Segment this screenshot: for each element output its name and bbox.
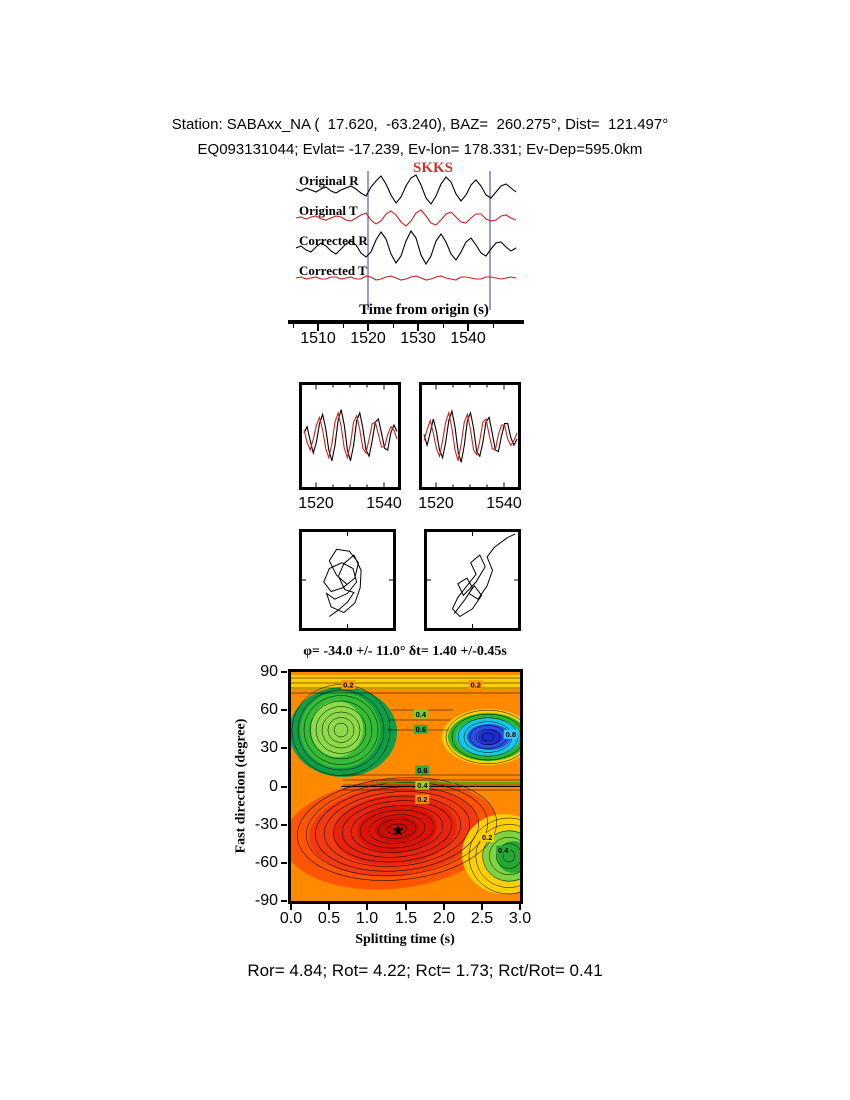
contour-plot-frame: 0.2 0.2 0.4 0.6 0.8 0.6 0.4 0.2 0.2 0.4 ★ xyxy=(288,669,523,904)
contour-xtick xyxy=(519,904,521,910)
svg-text:0.4: 0.4 xyxy=(416,710,427,719)
contour-ytick-label: -60 xyxy=(254,854,278,871)
svg-text:0.2: 0.2 xyxy=(482,833,492,842)
window-tick-label: 1520 xyxy=(298,495,334,512)
window-panel-left-plot xyxy=(303,385,398,487)
contour-xtick xyxy=(481,904,483,910)
svg-text:0.4: 0.4 xyxy=(417,781,428,790)
contour-ytick xyxy=(281,786,287,788)
particle-motion-right-plot xyxy=(427,532,518,628)
time-axis-minor-tick xyxy=(393,324,394,328)
phase-label: SKKS xyxy=(412,160,454,176)
svg-text:0.2: 0.2 xyxy=(470,681,480,690)
window-tick-label: 1520 xyxy=(418,495,454,512)
window-panel-left xyxy=(299,382,401,490)
contour-ytick-label: 60 xyxy=(260,701,278,718)
particle-motion-left-plot xyxy=(302,532,393,628)
trace-label-original-r: Original R xyxy=(299,173,359,188)
waveform-plot xyxy=(295,171,517,310)
trace-label-corrected-t: Corrected T xyxy=(299,263,367,278)
time-axis-tick xyxy=(317,324,319,331)
time-axis-title: Time from origin (s) xyxy=(359,302,489,318)
contour-xtick xyxy=(443,904,445,910)
time-axis-line xyxy=(288,320,524,324)
svg-text:0.2: 0.2 xyxy=(343,681,353,690)
time-axis-minor-tick xyxy=(443,324,444,328)
svg-text:0.6: 0.6 xyxy=(417,766,427,775)
contour-ytick-label: 0 xyxy=(269,778,278,795)
contour-ytick xyxy=(281,671,287,673)
time-axis-minor-tick xyxy=(343,324,344,328)
contour-xtick xyxy=(366,904,368,910)
contour-ytick xyxy=(281,900,287,902)
contour-xtick-label: 2.0 xyxy=(432,910,456,927)
contour-xtick-label: 1.0 xyxy=(355,910,379,927)
contour-ytick-label: 30 xyxy=(260,739,278,756)
time-axis-tick xyxy=(417,324,419,331)
time-axis-tick-label: 1520 xyxy=(350,330,386,347)
footer-statistics: Ror= 4.84; Rot= 4.22; Rct= 1.73; Rct/Rot… xyxy=(247,961,603,980)
window-tick-label: 1540 xyxy=(486,495,522,512)
svg-text:★: ★ xyxy=(391,822,405,839)
window-panel-right-plot xyxy=(423,385,518,487)
time-axis-tick xyxy=(467,324,469,331)
particle-motion-panel-left xyxy=(299,529,396,631)
particle-motion-panel-right xyxy=(424,529,521,631)
contour-xtick xyxy=(290,904,292,910)
contour-plot: 0.2 0.2 0.4 0.6 0.8 0.6 0.4 0.2 0.2 0.4 ★ xyxy=(291,672,520,901)
svg-text:0.4: 0.4 xyxy=(498,846,509,855)
time-axis-tick-label: 1540 xyxy=(450,330,486,347)
svg-text:0.8: 0.8 xyxy=(506,730,516,739)
svg-text:0.6: 0.6 xyxy=(416,725,426,734)
time-axis-tick-label: 1510 xyxy=(300,330,336,347)
time-axis-minor-tick xyxy=(493,324,494,328)
trace-label-corrected-r: Corrected R xyxy=(299,233,368,248)
contour-xtick-label: 0.5 xyxy=(317,910,341,927)
header-line-2: EQ093131044; Evlat= -17.239, Ev-lon= 178… xyxy=(197,141,643,158)
contour-xtick-label: 2.5 xyxy=(470,910,494,927)
time-axis-tick-label: 1530 xyxy=(400,330,436,347)
contour-x-axis-title: Splitting time (s) xyxy=(355,932,455,947)
contour-xtick-label: 1.5 xyxy=(394,910,418,927)
contour-ytick-label: 90 xyxy=(260,663,278,680)
window-panel-right xyxy=(419,382,521,490)
contour-xtick-label: 3.0 xyxy=(508,910,532,927)
contour-title: φ= -34.0 +/- 11.0° δt= 1.40 +/-0.45s xyxy=(303,644,507,659)
time-axis-tick xyxy=(367,324,369,331)
trace-label-original-t: Original T xyxy=(299,203,358,218)
contour-ytick-label: -30 xyxy=(254,816,278,833)
contour-ytick-label: -90 xyxy=(254,892,278,909)
contour-xtick xyxy=(405,904,407,910)
time-axis-minor-tick xyxy=(293,324,294,328)
contour-ytick xyxy=(281,824,287,826)
header-line-1: Station: SABAxx_NA ( 17.620, -63.240), B… xyxy=(171,116,669,133)
svg-text:0.2: 0.2 xyxy=(417,795,427,804)
contour-xtick-label: 0.0 xyxy=(279,910,303,927)
window-tick-label: 1540 xyxy=(366,495,402,512)
contour-ytick xyxy=(281,709,287,711)
contour-ytick xyxy=(281,747,287,749)
contour-ytick xyxy=(281,862,287,864)
contour-xtick xyxy=(328,904,330,910)
